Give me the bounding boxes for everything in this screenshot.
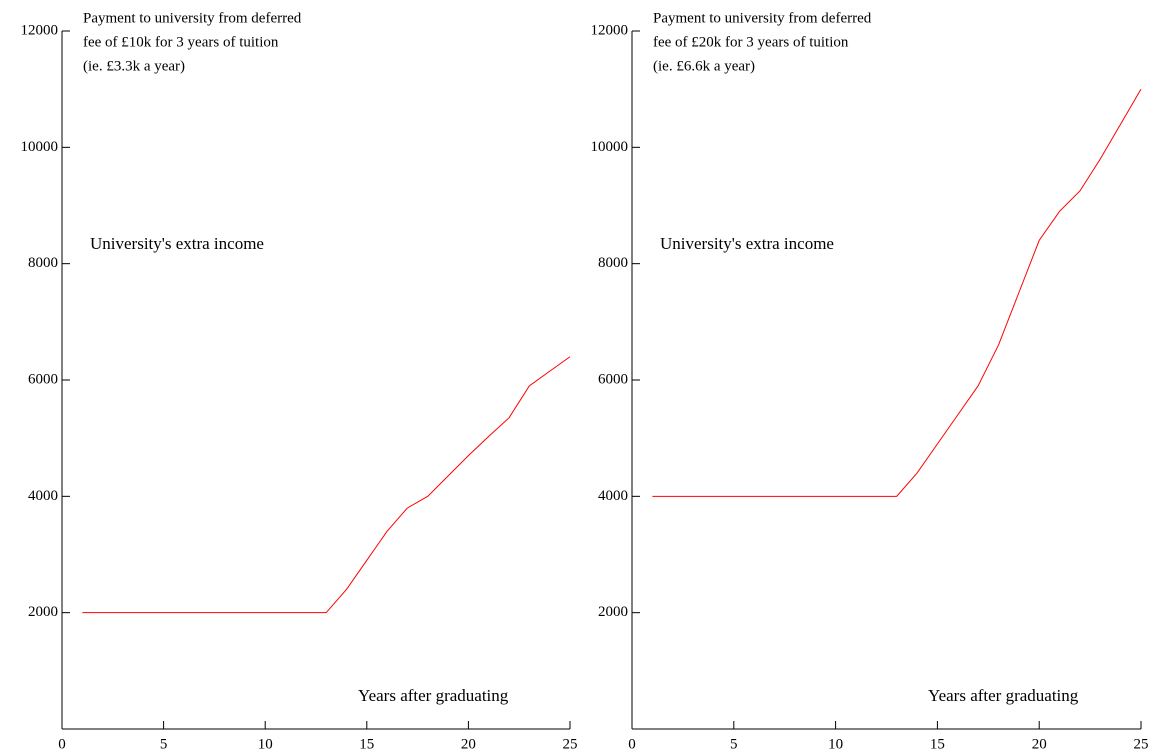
y-tick-label: 4000 [598,488,628,504]
x-tick-label: 0 [628,736,636,752]
chart-title: fee of £20k for 3 years of tuition [653,34,849,50]
x-tick-label: 25 [563,736,578,752]
y-tick-label: 2000 [28,604,58,620]
y-tick-label: 12000 [591,22,629,38]
x-tick-label: 15 [930,736,945,752]
x-tick-label: 10 [828,736,843,752]
x-tick-label: 20 [461,736,476,752]
x-tick-label: 15 [359,736,374,752]
chart-title: (ie. £6.6k a year) [653,58,755,74]
y-tick-label: 6000 [598,371,628,387]
y-tick-label: 10000 [21,139,59,155]
x-tick-label: 20 [1032,736,1047,752]
x-annotation: Years after graduating [928,686,1079,705]
chart-title: fee of £10k for 3 years of tuition [83,34,279,50]
y-tick-label: 8000 [28,255,58,271]
y-tick-label: 8000 [598,255,628,271]
chart-title: Payment to university from deferred [653,10,872,26]
y-tick-label: 6000 [28,371,58,387]
x-tick-label: 5 [730,736,738,752]
x-tick-label: 25 [1134,736,1149,752]
y-annotation: University's extra income [90,234,264,253]
data-line [82,356,571,614]
x-tick-label: 5 [160,736,168,752]
y-tick-label: 12000 [21,22,59,38]
y-annotation: University's extra income [660,234,834,253]
data-line [652,88,1142,497]
y-tick-label: 10000 [591,139,629,155]
y-tick-label: 4000 [28,488,58,504]
x-tick-label: 10 [258,736,273,752]
x-annotation: Years after graduating [358,686,509,705]
chart-title: Payment to university from deferred [83,10,302,26]
x-tick-label: 0 [58,736,66,752]
chart-title: (ie. £3.3k a year) [83,58,185,74]
y-tick-label: 2000 [598,604,628,620]
